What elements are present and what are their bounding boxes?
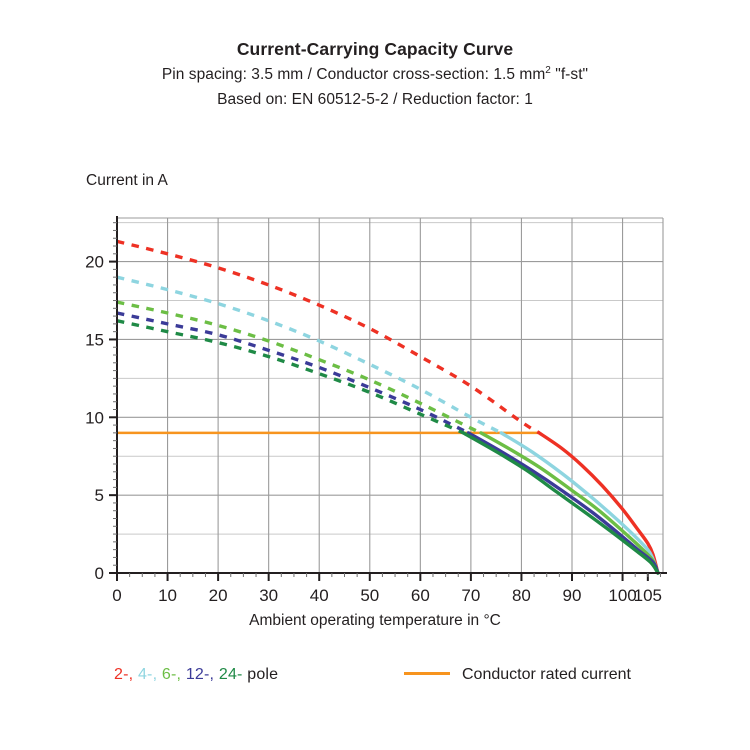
legend-item-6-pole: 6-	[161, 666, 177, 683]
legend-poles: 2-, 4-, 6-, 12-, 24- pole	[114, 666, 278, 684]
y-tick-label: 10	[85, 408, 104, 427]
x-tick-label: 70	[461, 586, 480, 605]
subtitle-line-2: Based on: EN 60512-5-2 / Reduction facto…	[217, 91, 533, 108]
subtitle-line-1: Pin spacing: 3.5 mm / Conductor cross-se…	[0, 62, 750, 87]
chart-legend: 2-, 4-, 6-, 12-, 24- pole Conductor rate…	[0, 666, 750, 696]
y-axis-title: Current in A	[86, 172, 168, 189]
series-line-2-pole	[116, 239, 541, 435]
rated-current-swatch	[404, 671, 450, 676]
x-tick-label: 105	[634, 586, 662, 605]
x-tick-label: 30	[259, 586, 278, 605]
legend-item-4-pole: 4-	[137, 666, 153, 683]
legend-separator: ,	[176, 666, 186, 683]
series-line-6-pole-derating	[479, 431, 660, 575]
x-tick-label: 0	[112, 586, 121, 605]
subtitle-superscript: 2	[545, 64, 551, 76]
x-tick-label: 10	[158, 586, 177, 605]
chart-titles: Current-Carrying Capacity Curve Pin spac…	[0, 36, 750, 112]
y-tick-label: 20	[85, 253, 104, 272]
x-tick-label: 50	[360, 586, 379, 605]
subtitle-post: "f-st"	[550, 66, 589, 83]
legend-rated-current: Conductor rated current	[404, 666, 631, 684]
series-line-12-pole	[116, 311, 470, 435]
series-line-24-pole	[116, 319, 464, 435]
subtitle-pre: Pin spacing: 3.5 mm / Conductor cross-se…	[161, 66, 546, 83]
legend-poles-suffix: pole	[242, 666, 279, 683]
legend-item-24-pole: 24-	[218, 666, 243, 683]
x-tick-label: 60	[411, 586, 430, 605]
legend-item-12-pole: 12-	[185, 666, 210, 683]
x-tick-label: 40	[310, 586, 329, 605]
rated-current-label: Conductor rated current	[462, 666, 631, 683]
x-tick-label: 20	[209, 586, 228, 605]
x-tick-label: 80	[512, 586, 531, 605]
series-line-2-pole-derating	[537, 431, 660, 575]
legend-item-2-pole: 2-	[114, 666, 129, 683]
y-tick-label: 5	[95, 486, 104, 505]
x-tick-label: 100	[608, 586, 636, 605]
y-tick-label: 0	[95, 564, 104, 583]
legend-separator: ,	[152, 666, 162, 683]
y-tick-label: 15	[85, 330, 104, 349]
x-tick-label: 90	[563, 586, 582, 605]
page-title: Current-Carrying Capacity Curve	[236, 39, 514, 59]
series-line-6-pole	[116, 300, 482, 435]
series-line-4-pole	[116, 275, 502, 435]
x-axis-title: Ambient operating temperature in °C	[249, 612, 501, 629]
series-line-4-pole-derating	[499, 431, 660, 575]
legend-separator: ,	[209, 666, 219, 683]
series-line-24-pole-derating	[461, 431, 660, 575]
series-line-12-pole-derating	[466, 431, 660, 575]
legend-separator: ,	[128, 666, 138, 683]
